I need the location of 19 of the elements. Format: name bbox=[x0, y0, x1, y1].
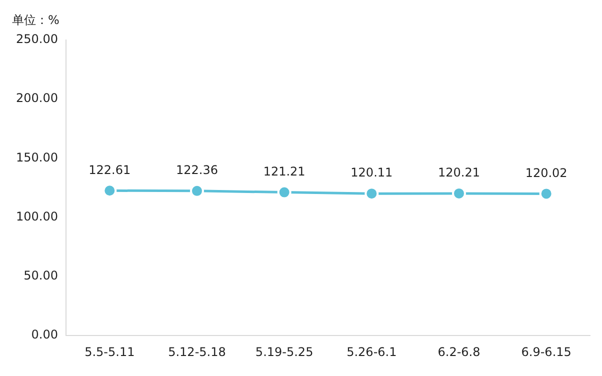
x-tick-label: 5.26-6.1 bbox=[346, 344, 397, 359]
x-tick-label: 6.9-6.15 bbox=[521, 344, 572, 359]
y-tick-label: 100.00 bbox=[16, 209, 58, 224]
y-tick-label: 0.00 bbox=[31, 328, 58, 342]
y-tick-label: 250.00 bbox=[16, 32, 58, 46]
data-label: 120.21 bbox=[438, 166, 480, 180]
y-tick-label: 200.00 bbox=[16, 91, 58, 106]
data-label: 120.02 bbox=[525, 166, 568, 180]
data-label: 121.21 bbox=[263, 164, 306, 178]
data-label: 120.11 bbox=[350, 166, 393, 180]
y-tick-label: 150.00 bbox=[16, 150, 58, 164]
x-tick-label: 6.2-6.8 bbox=[438, 344, 480, 359]
x-tick-label: 5.5-5.11 bbox=[84, 344, 135, 359]
y-tick-label: 50.00 bbox=[24, 268, 58, 283]
data-label: 122.61 bbox=[88, 162, 131, 177]
y-axis-title: 单位：% bbox=[12, 12, 60, 29]
x-tick-label: 5.12-5.18 bbox=[168, 344, 226, 359]
x-tick-label: 5.19-5.25 bbox=[255, 344, 314, 359]
data-label: 122.36 bbox=[176, 163, 218, 178]
